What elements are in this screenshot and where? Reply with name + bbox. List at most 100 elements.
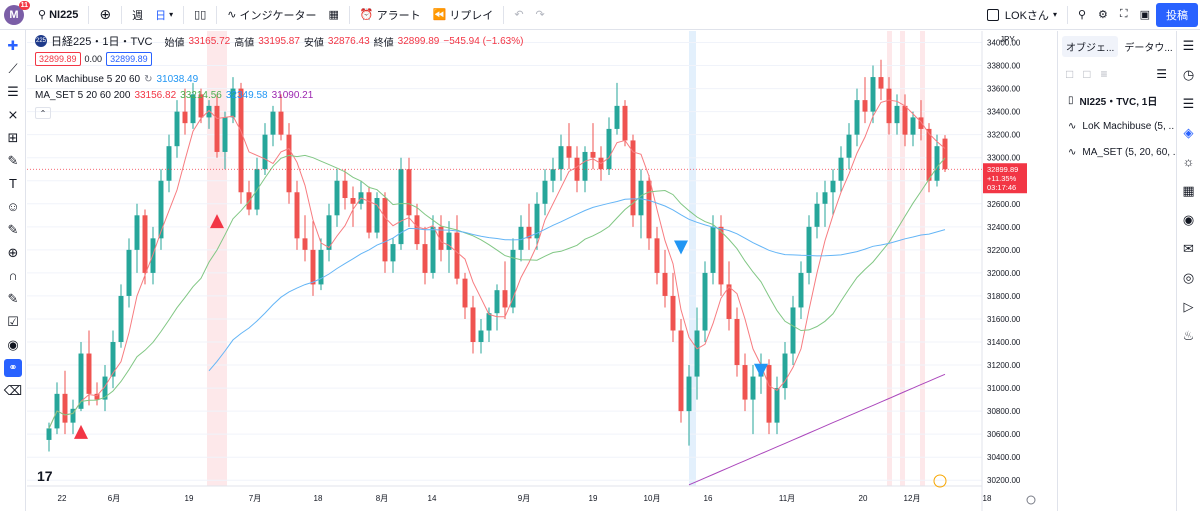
time-tick: 18	[314, 494, 323, 503]
chart-pane[interactable]: 225 日経225・1日・TVC 始値 33165.72 高値 33195.87 安…	[27, 31, 1054, 511]
candle-body	[774, 388, 780, 423]
candle-body	[878, 77, 884, 89]
play-icon[interactable]: ▷	[1183, 298, 1194, 314]
price-tick: 32000.00	[987, 269, 1021, 278]
list-icon[interactable]: ☰	[1182, 95, 1195, 111]
quick-search-icon[interactable]: ⚲	[1077, 9, 1087, 21]
trash-icon[interactable]: ⌫	[3, 382, 23, 398]
candle-body	[934, 146, 940, 181]
wave-icon: ∿	[1068, 120, 1077, 132]
sync-icon: ↻	[144, 73, 153, 85]
tree-item-ma[interactable]: ∿ MA_SET (5, 20, 60, ...	[1068, 146, 1175, 158]
bell-icon[interactable]: ♨	[1182, 327, 1195, 343]
text-icon[interactable]: T	[9, 176, 17, 191]
tab-data-window[interactable]: データウ...	[1124, 42, 1173, 54]
camera-icon[interactable]: ▣	[1139, 9, 1150, 21]
measure-tools-icon[interactable]: ⊞	[7, 129, 19, 145]
candle-body	[166, 146, 172, 181]
zoom-in-icon[interactable]: ⊕	[7, 244, 19, 260]
broadcast-icon[interactable]: ◎	[1182, 269, 1195, 285]
folder-icon[interactable]: □	[1066, 67, 1074, 81]
lightbulb-icon[interactable]: ◉	[1182, 211, 1195, 227]
collapse-legend-icon[interactable]: ⌃	[35, 107, 51, 119]
layout-button[interactable]: LOKさん ▾	[981, 0, 1063, 30]
price-tick: 34000.00	[987, 39, 1021, 48]
candle-body	[350, 198, 356, 204]
candle-body	[542, 180, 548, 204]
high-label: 高値	[234, 37, 255, 49]
eye-icon[interactable]: ◉	[7, 336, 19, 352]
candle-body	[262, 134, 268, 170]
horizontal-lines-icon[interactable]: ☰	[7, 83, 19, 99]
candle-body	[630, 140, 636, 216]
price-tick: 31200.00	[987, 361, 1021, 370]
candle-body	[454, 232, 460, 279]
symbol-search[interactable]: ⚲ NI225	[38, 8, 79, 22]
brush-icon[interactable]: ✎	[7, 152, 19, 168]
fullscreen-icon[interactable]: ⛶	[1119, 8, 1128, 20]
idea-icon[interactable]: ☼	[1182, 154, 1195, 169]
magnet-icon[interactable]: ∩	[8, 268, 18, 283]
replay-button[interactable]: ⏪ リプレイ	[432, 9, 494, 22]
trend-line-icon[interactable]: ⟋	[8, 60, 18, 76]
undo-icon[interactable]: ↶	[514, 9, 524, 21]
time-tick: 18	[983, 494, 992, 503]
ruler-icon[interactable]: ✎	[7, 221, 19, 237]
interval-week[interactable]: 週	[132, 9, 144, 22]
alarm-icon: ⏰	[359, 9, 374, 21]
buy-signal-triangle	[74, 424, 88, 439]
compare-add-icon[interactable]: ⊕	[99, 6, 112, 22]
link-icon[interactable]: ⚭	[0, 356, 26, 379]
candle-body	[654, 238, 660, 273]
candle-body	[414, 215, 420, 245]
ma20-line	[48, 154, 946, 429]
stack-icon[interactable]: ≡	[1100, 67, 1108, 81]
chat-icon[interactable]: ✉	[1183, 240, 1194, 256]
price-tick: 31400.00	[987, 338, 1021, 347]
interval-day[interactable]: 日 ▾	[155, 9, 174, 22]
symbol-title[interactable]: 日経225・1日・TVC	[51, 36, 153, 48]
indicators-icon: ∿	[227, 9, 237, 21]
tree-item-symbol[interactable]: ▯ NI225・TVC, 1日	[1068, 94, 1158, 108]
bid-button[interactable]: 32899.89	[35, 52, 81, 66]
tab-object-tree[interactable]: オブジェ...	[1062, 35, 1119, 57]
copy-icon[interactable]: □	[1083, 67, 1091, 81]
price-tick: 31600.00	[987, 315, 1021, 324]
candle-body	[710, 226, 716, 273]
list-check-icon[interactable]: ☰	[1156, 67, 1167, 81]
ask-button[interactable]: 32899.89	[106, 52, 152, 66]
alert-button[interactable]: ⏰ アラート	[359, 9, 421, 22]
candle-body	[830, 180, 836, 193]
alerts-clock-icon[interactable]: ◷	[1182, 66, 1195, 82]
emoji-icon[interactable]: ☺	[6, 199, 20, 214]
indicators-button[interactable]: ∿ インジケーター	[227, 9, 317, 22]
candle-body	[182, 111, 188, 124]
candle-body	[726, 284, 732, 319]
candle-body	[750, 376, 756, 400]
tree-item-indicator[interactable]: ∿ LoK Machibuse (5, ...	[1068, 120, 1175, 132]
watchlist-icon[interactable]: ☰	[1182, 37, 1195, 53]
settings-gear-icon[interactable]: ⚙	[1098, 9, 1108, 21]
lock-icon[interactable]: ☑	[7, 313, 19, 329]
price-tick: 30800.00	[987, 407, 1021, 416]
redo-icon[interactable]: ↷	[535, 9, 545, 21]
publish-button[interactable]: 投稿	[1156, 2, 1198, 27]
candle-style-icon[interactable]: ▯▯	[194, 9, 207, 21]
ma200-value: 31090.21	[271, 89, 314, 101]
templates-icon[interactable]: ▦	[328, 9, 339, 21]
lock-drawing-icon[interactable]: ✎	[7, 290, 19, 306]
calendar-icon[interactable]: ▦	[1182, 182, 1195, 198]
chart-legend: 225 日経225・1日・TVC 始値 33165.72 高値 33195.87 安…	[35, 33, 523, 121]
crosshair-icon[interactable]: ✚	[7, 37, 19, 53]
candle-body	[790, 307, 796, 354]
candle-body	[270, 111, 276, 135]
tradingview-logo: 17	[37, 468, 53, 484]
highlight-band	[689, 31, 696, 486]
ma-legend-row[interactable]: MA_SET 5 20 60 200 33156.82 33214.56 323…	[35, 87, 523, 103]
pattern-icon[interactable]: ⨯	[7, 106, 19, 122]
user-avatar[interactable]: M 11	[4, 0, 30, 25]
layers-icon[interactable]: ◈	[1183, 124, 1194, 140]
indicator-legend-row[interactable]: LoK Machibuse 5 20 60 ↻ 31038.49	[35, 71, 523, 87]
candle-body	[222, 117, 228, 152]
